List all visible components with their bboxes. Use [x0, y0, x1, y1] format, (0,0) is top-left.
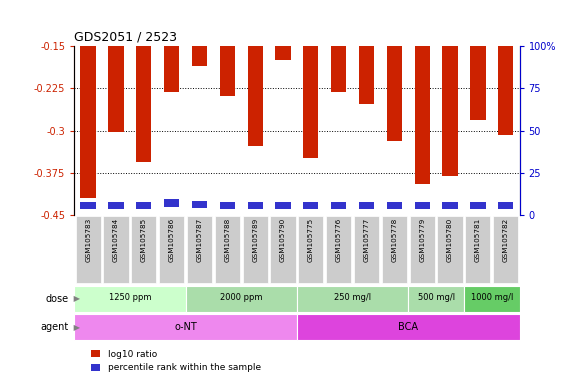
Text: GSM105783: GSM105783	[85, 218, 91, 262]
Bar	[192, 46, 207, 66]
Text: GSM105777: GSM105777	[364, 218, 369, 262]
FancyBboxPatch shape	[298, 217, 323, 283]
Bar	[247, 202, 263, 209]
Text: GSM105790: GSM105790	[280, 218, 286, 262]
Text: GSM105786: GSM105786	[168, 218, 175, 262]
Bar	[470, 46, 485, 121]
Text: agent: agent	[41, 322, 69, 333]
FancyBboxPatch shape	[409, 217, 435, 283]
FancyBboxPatch shape	[437, 217, 463, 283]
Bar	[275, 46, 291, 60]
Text: 250 mg/l: 250 mg/l	[334, 293, 371, 303]
Bar	[247, 46, 263, 146]
FancyBboxPatch shape	[297, 286, 408, 311]
Bar	[81, 46, 96, 198]
Bar	[415, 202, 430, 209]
Text: GSM105784: GSM105784	[113, 218, 119, 262]
Bar	[108, 202, 124, 209]
Bar	[470, 202, 485, 209]
FancyBboxPatch shape	[103, 217, 128, 283]
Bar	[498, 46, 513, 135]
Text: GSM105785: GSM105785	[141, 218, 147, 262]
FancyBboxPatch shape	[75, 217, 100, 283]
Text: GSM105779: GSM105779	[419, 218, 425, 262]
Text: GSM105780: GSM105780	[447, 218, 453, 262]
Bar	[359, 202, 374, 209]
Text: 2000 ppm: 2000 ppm	[220, 293, 263, 303]
Bar	[331, 46, 347, 92]
Text: ▶: ▶	[71, 323, 81, 332]
FancyBboxPatch shape	[408, 286, 464, 311]
FancyBboxPatch shape	[186, 286, 297, 311]
Text: dose: dose	[46, 293, 69, 304]
FancyBboxPatch shape	[131, 217, 156, 283]
FancyBboxPatch shape	[297, 314, 520, 340]
FancyBboxPatch shape	[271, 217, 296, 283]
FancyBboxPatch shape	[354, 217, 379, 283]
FancyBboxPatch shape	[243, 217, 268, 283]
Bar	[275, 202, 291, 209]
Bar	[136, 202, 151, 209]
Text: BCA: BCA	[398, 322, 419, 332]
Legend: log10 ratio, percentile rank within the sample: log10 ratio, percentile rank within the …	[88, 346, 264, 376]
Text: GSM105778: GSM105778	[391, 218, 397, 262]
Bar	[108, 46, 124, 132]
Bar	[387, 46, 402, 141]
FancyBboxPatch shape	[493, 217, 518, 283]
Text: GSM105789: GSM105789	[252, 218, 258, 262]
Text: GSM105775: GSM105775	[308, 218, 314, 262]
Bar	[443, 202, 458, 209]
Bar	[498, 202, 513, 209]
Bar	[136, 46, 151, 162]
Bar	[164, 199, 179, 207]
Text: GDS2051 / 2523: GDS2051 / 2523	[74, 30, 177, 43]
Text: 500 mg/l: 500 mg/l	[417, 293, 455, 303]
Text: o-NT: o-NT	[174, 322, 197, 332]
Text: ▶: ▶	[71, 294, 81, 303]
Bar	[81, 202, 96, 209]
Bar	[303, 202, 319, 209]
Text: GSM105787: GSM105787	[196, 218, 203, 262]
Text: GSM105782: GSM105782	[502, 218, 509, 262]
Text: 1000 mg/l: 1000 mg/l	[471, 293, 513, 303]
Bar	[331, 202, 347, 209]
FancyBboxPatch shape	[382, 217, 407, 283]
Text: GSM105788: GSM105788	[224, 218, 230, 262]
Bar	[443, 46, 458, 175]
FancyBboxPatch shape	[215, 217, 240, 283]
FancyBboxPatch shape	[159, 217, 184, 283]
Bar	[220, 202, 235, 209]
Bar	[387, 202, 402, 209]
Bar	[303, 46, 319, 157]
Bar	[164, 46, 179, 92]
Bar	[220, 46, 235, 96]
Bar	[192, 201, 207, 208]
FancyBboxPatch shape	[464, 286, 520, 311]
FancyBboxPatch shape	[465, 217, 490, 283]
FancyBboxPatch shape	[187, 217, 212, 283]
FancyBboxPatch shape	[74, 286, 186, 311]
Text: GSM105776: GSM105776	[336, 218, 341, 262]
FancyBboxPatch shape	[326, 217, 351, 283]
Bar	[359, 46, 374, 104]
Text: GSM105781: GSM105781	[475, 218, 481, 262]
Bar	[415, 46, 430, 184]
FancyBboxPatch shape	[74, 314, 297, 340]
Text: 1250 ppm: 1250 ppm	[108, 293, 151, 303]
